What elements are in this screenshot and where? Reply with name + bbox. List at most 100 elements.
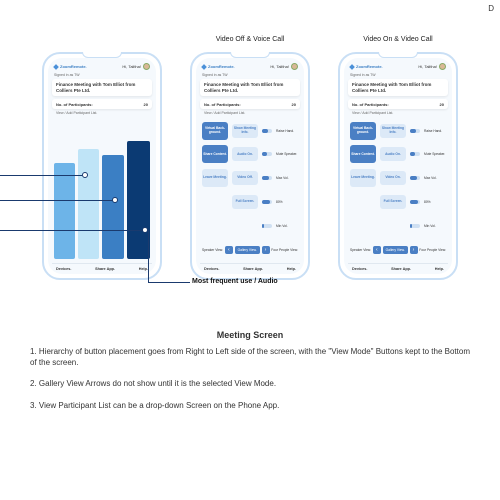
greeting: Hi, Talitha! [122,63,150,70]
mockups-row: ZoomRemote. Hi, Talitha! Signed in as TW… [0,36,500,280]
slider-label: Min Vol. [276,224,298,228]
phone-frame: ZoomRemote. Hi, Talitha! Signed in as TW… [338,52,458,280]
mockup-1: ZoomRemote. Hi, Talitha! Signed in as TW… [42,36,162,280]
nav-share[interactable]: Share App. [243,267,263,271]
mockup-title-2: Video Off & Voice Call [216,36,285,46]
hierarchy-bar [78,149,99,259]
nav-share[interactable]: Share App. [391,267,411,271]
slider[interactable] [262,152,272,156]
nav-help[interactable]: Help. [287,267,296,271]
topbar: ZoomRemote. Hi, Talitha! [200,62,300,73]
slider[interactable] [262,224,272,228]
topbar: ZoomRemote. Hi, Talitha! [348,62,448,73]
slider-label: Raise Hand. [276,129,298,133]
screen: ZoomRemote. Hi, Talitha! Signed in as TW… [48,58,156,274]
gallery-arrow-left-icon[interactable]: ‹ [225,246,233,254]
view-mode-button[interactable]: Speaker View. [202,248,223,252]
screen: ZoomRemote. Hi, Talitha! Signed in as TW… [196,58,304,274]
slider[interactable] [410,200,420,204]
participants-row[interactable]: No. of Participants: 20 [200,99,300,109]
meeting-title: Finance Meeting with Tom Elliot from Col… [56,82,148,93]
nav-help[interactable]: Help. [435,267,444,271]
control-button[interactable]: Share Content. [202,145,228,163]
control-button[interactable]: Leave Meeting. [202,169,228,187]
description-pt-3: 3. View Participant List can be a drop-d… [30,400,470,411]
view-mode-row: Speaker View.‹Gallery View.›Four People … [350,246,446,254]
description-pt-1: 1. Hierarchy of button placement goes fr… [30,346,470,368]
control-button[interactable]: Full Screen. [232,195,258,209]
nav-devices[interactable]: Devices. [204,267,219,271]
participants-count: 20 [144,102,148,107]
participants-label: No. of Participants: [352,102,389,107]
slider[interactable] [262,129,272,133]
control-button[interactable]: Full Screen. [380,195,406,209]
callout-line [0,230,142,231]
meeting-card: Finance Meeting with Tom Elliot from Col… [200,79,300,96]
view-participants-link[interactable]: View / Add Participant List. [348,109,448,118]
gallery-arrow-right-icon[interactable]: › [410,246,418,254]
control-button[interactable]: Video On. [380,171,406,185]
view-mode-button[interactable]: Four People View. [271,248,298,252]
description: Meeting Screen 1. Hierarchy of button pl… [30,330,470,421]
hierarchy-bar [127,141,150,259]
nav-devices[interactable]: Devices. [352,267,367,271]
control-button[interactable]: Share Content. [350,145,376,163]
meeting-title: Finance Meeting with Tom Elliot from Col… [204,82,296,93]
notch [230,52,270,58]
nav-share[interactable]: Share App. [95,267,115,271]
meeting-card: Finance Meeting with Tom Elliot from Col… [52,79,152,96]
brand: ZoomRemote. [54,64,87,69]
brand-text: ZoomRemote. [60,64,87,69]
hierarchy-bar [102,155,125,259]
phone-frame: ZoomRemote. Hi, Talitha! Signed in as TW… [42,52,162,280]
slider[interactable] [262,176,272,180]
control-button[interactable]: Video Off. [232,171,258,185]
controls-grid: Virtual Back-ground. Share Content. Leave … [200,118,300,263]
view-mode-button[interactable]: Four People View. [419,248,446,252]
control-button[interactable]: Audio On. [232,147,258,161]
description-heading: Meeting Screen [30,330,470,340]
meeting-title: Finance Meeting with Tom Elliot from Col… [352,82,444,93]
view-mode-button[interactable]: Speaker View. [350,248,371,252]
brand-text: ZoomRemote. [208,64,235,69]
view-mode-button[interactable]: Gallery View. [235,246,260,254]
control-button[interactable]: Virtual Back-ground. [202,122,228,140]
control-button[interactable]: Leave Meeting. [350,169,376,187]
participants-row[interactable]: No. of Participants: 20 [348,99,448,109]
callout-most-frequent: Most frequent use / Audio [192,278,278,285]
callout-line [148,230,149,282]
avatar [143,63,150,70]
screen: ZoomRemote. Hi, Talitha! Signed in as TW… [344,58,452,274]
view-mode-row: Speaker View.‹Gallery View.›Four People … [202,246,298,254]
nav-devices[interactable]: Devices. [56,267,71,271]
slider[interactable] [262,200,272,204]
gallery-arrow-left-icon[interactable]: ‹ [373,246,381,254]
brand-icon [53,64,59,70]
participants-label: No. of Participants: [204,102,241,107]
participants-label: No. of Participants: [56,102,93,107]
controls-grid: Virtual Back-ground. Share Content. Leave … [348,118,448,263]
slider-label: Mute Speaker. [424,152,446,156]
mockup-2: Video Off & Voice Call ZoomRemote. Hi, T… [190,36,310,280]
view-participants-link[interactable]: View / Add Participant List. [200,109,300,118]
slider[interactable] [410,224,420,228]
control-button[interactable]: Virtual Back-ground. [350,122,376,140]
brand-icon [349,64,355,70]
view-mode-button[interactable]: Gallery View. [383,246,408,254]
nav-help[interactable]: Help. [139,267,148,271]
control-button[interactable]: Show Meeting Info. [232,124,258,138]
gallery-arrow-right-icon[interactable]: › [262,246,270,254]
slider[interactable] [410,152,420,156]
slider-label: Raise Hand. [424,129,446,133]
slider[interactable] [410,129,420,133]
control-button[interactable]: Show Meeting Info. [380,124,406,138]
callout-line [0,175,82,176]
control-button[interactable]: Audio On. [380,147,406,161]
notch [378,52,418,58]
participants-row[interactable]: No. of Participants: 20 [52,99,152,109]
slider-label: Min Vol. [424,224,446,228]
slider[interactable] [410,176,420,180]
bottom-nav: Devices. Share App. Help. [348,263,448,272]
mockup-title-3: Video On & Video Call [363,36,432,46]
view-participants-link[interactable]: View / Add Participant List. [52,109,152,118]
